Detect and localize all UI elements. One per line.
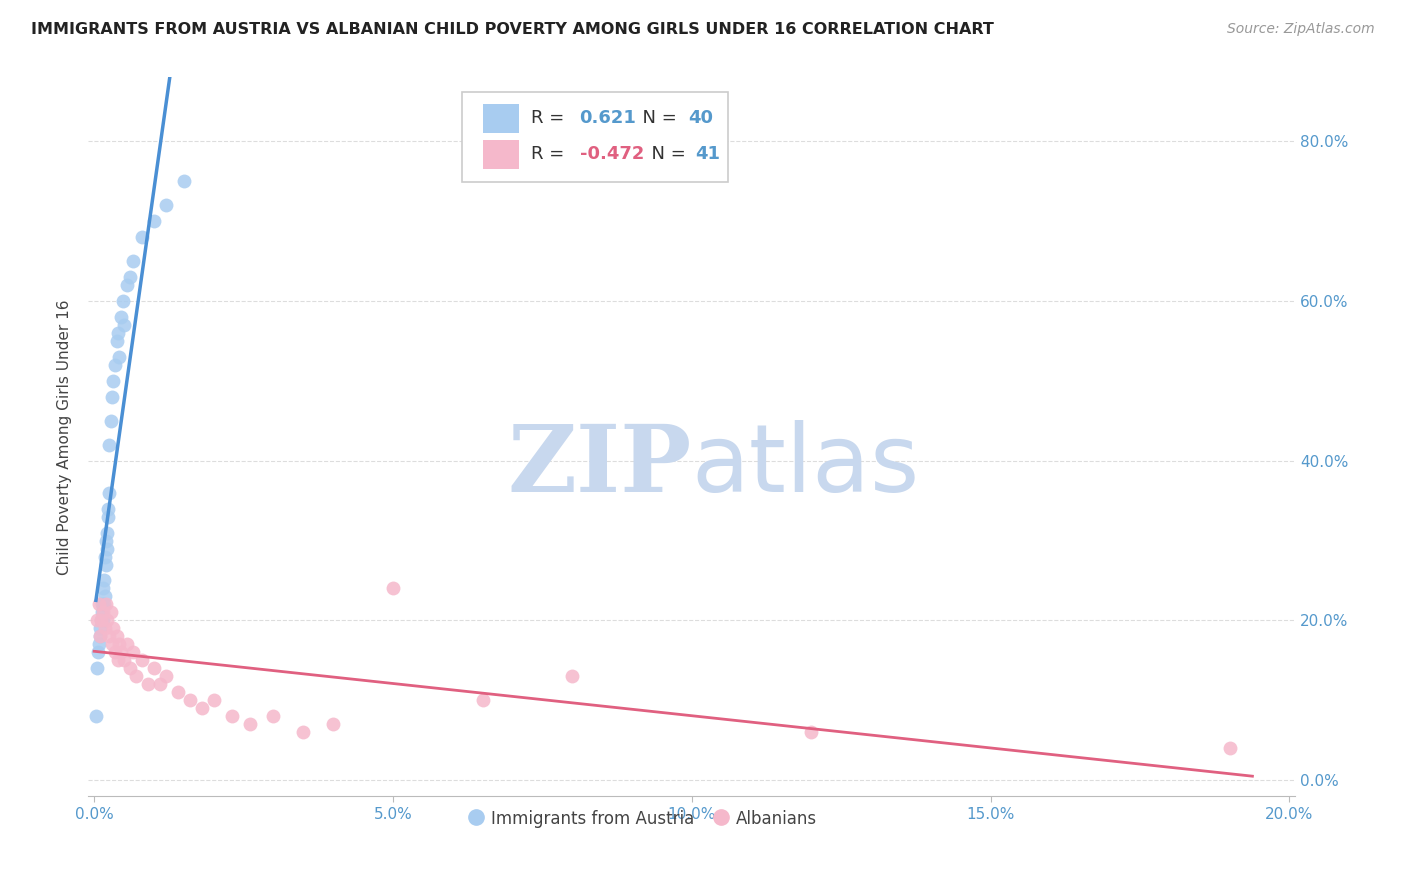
Point <box>98 485 121 500</box>
Point <box>89 629 111 643</box>
Point <box>1219 741 1241 756</box>
Point <box>97 501 120 516</box>
Point <box>262 709 284 723</box>
Point <box>101 637 124 651</box>
Point <box>122 254 145 268</box>
Text: R =: R = <box>531 145 571 163</box>
Point <box>800 725 823 739</box>
Point <box>110 645 132 659</box>
Point <box>91 614 114 628</box>
Point <box>112 318 135 332</box>
Point <box>100 414 122 428</box>
Point <box>86 614 108 628</box>
Point <box>91 598 114 612</box>
Point <box>93 598 115 612</box>
Point <box>97 509 120 524</box>
Point <box>112 653 135 667</box>
Point <box>90 614 112 628</box>
Point <box>103 621 125 635</box>
Point <box>131 653 153 667</box>
Point <box>149 677 172 691</box>
Point <box>131 230 153 244</box>
Point <box>111 293 134 308</box>
Point <box>107 326 129 340</box>
Point <box>96 525 118 540</box>
Point <box>107 653 129 667</box>
Text: N =: N = <box>631 110 683 128</box>
Point <box>103 374 125 388</box>
Point <box>118 270 141 285</box>
Point <box>104 358 127 372</box>
Point <box>142 661 165 675</box>
Text: 40: 40 <box>688 110 713 128</box>
Point <box>90 606 112 620</box>
Point <box>94 533 117 548</box>
Point <box>115 278 138 293</box>
Point <box>292 725 315 739</box>
Text: -0.472: -0.472 <box>579 145 644 163</box>
Y-axis label: Child Poverty Among Girls Under 16: Child Poverty Among Girls Under 16 <box>58 299 72 574</box>
Point <box>98 438 121 452</box>
Point <box>471 693 494 707</box>
Point <box>94 598 117 612</box>
FancyBboxPatch shape <box>463 92 728 182</box>
Point <box>322 717 344 731</box>
Point <box>115 637 138 651</box>
Point <box>105 629 128 643</box>
Point <box>89 621 111 635</box>
Text: IMMIGRANTS FROM AUSTRIA VS ALBANIAN CHILD POVERTY AMONG GIRLS UNDER 16 CORRELATI: IMMIGRANTS FROM AUSTRIA VS ALBANIAN CHIL… <box>31 22 994 37</box>
FancyBboxPatch shape <box>482 140 519 169</box>
Point <box>155 198 177 212</box>
Point <box>94 558 117 572</box>
Text: ZIP: ZIP <box>508 420 692 510</box>
Point <box>84 709 107 723</box>
Point <box>91 582 114 596</box>
Text: Source: ZipAtlas.com: Source: ZipAtlas.com <box>1227 22 1375 37</box>
Point <box>173 174 195 188</box>
Point <box>89 629 111 643</box>
Point <box>202 693 225 707</box>
Point <box>98 629 121 643</box>
Point <box>94 621 117 635</box>
Point <box>142 214 165 228</box>
Point <box>125 669 148 683</box>
Point <box>96 541 118 556</box>
Point <box>381 582 404 596</box>
Point <box>86 645 108 659</box>
Point <box>104 645 127 659</box>
Point <box>190 701 212 715</box>
Point <box>108 350 131 364</box>
Point <box>94 549 117 564</box>
Text: 41: 41 <box>696 145 720 163</box>
Point <box>87 637 110 651</box>
Point <box>94 590 117 604</box>
Point <box>108 637 131 651</box>
Point <box>91 606 114 620</box>
Point <box>561 669 583 683</box>
Point <box>105 334 128 348</box>
Point <box>166 685 188 699</box>
FancyBboxPatch shape <box>482 104 519 133</box>
Text: atlas: atlas <box>692 419 920 511</box>
Legend: Immigrants from Austria, Albanians: Immigrants from Austria, Albanians <box>463 803 824 835</box>
Text: R =: R = <box>531 110 571 128</box>
Point <box>110 310 132 324</box>
Point <box>87 598 110 612</box>
Point <box>122 645 145 659</box>
Text: N =: N = <box>640 145 692 163</box>
Text: 0.621: 0.621 <box>579 110 637 128</box>
Point <box>155 669 177 683</box>
Point <box>100 606 122 620</box>
Point <box>136 677 159 691</box>
Point <box>118 661 141 675</box>
Point <box>86 661 108 675</box>
Point <box>90 614 112 628</box>
Point <box>101 390 124 404</box>
Point <box>238 717 260 731</box>
Point <box>93 574 115 588</box>
Point <box>179 693 201 707</box>
Point <box>221 709 243 723</box>
Point <box>96 614 118 628</box>
